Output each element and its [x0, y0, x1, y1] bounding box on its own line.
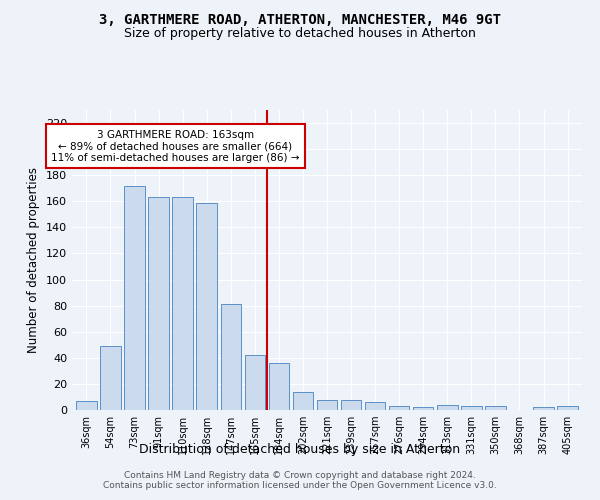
Bar: [124, 186, 145, 410]
Bar: [533, 408, 554, 410]
Bar: [148, 198, 169, 410]
Bar: [245, 355, 265, 410]
Y-axis label: Number of detached properties: Number of detached properties: [28, 167, 40, 353]
Text: 3, GARTHMERE ROAD, ATHERTON, MANCHESTER, M46 9GT: 3, GARTHMERE ROAD, ATHERTON, MANCHESTER,…: [99, 12, 501, 26]
Bar: [557, 406, 578, 410]
Bar: [76, 401, 97, 410]
Bar: [269, 363, 289, 410]
Text: Distribution of detached houses by size in Atherton: Distribution of detached houses by size …: [139, 444, 461, 456]
Bar: [389, 406, 409, 410]
Text: Size of property relative to detached houses in Atherton: Size of property relative to detached ho…: [124, 28, 476, 40]
Bar: [437, 405, 458, 410]
Bar: [485, 406, 506, 410]
Text: Contains HM Land Registry data © Crown copyright and database right 2024.
Contai: Contains HM Land Registry data © Crown c…: [103, 470, 497, 490]
Bar: [413, 408, 433, 410]
Bar: [172, 198, 193, 410]
Bar: [100, 346, 121, 410]
Bar: [317, 400, 337, 410]
Bar: [196, 202, 217, 410]
Bar: [293, 392, 313, 410]
Bar: [341, 400, 361, 410]
Bar: [365, 402, 385, 410]
Bar: [461, 406, 482, 410]
Bar: [221, 304, 241, 410]
Text: 3 GARTHMERE ROAD: 163sqm
← 89% of detached houses are smaller (664)
11% of semi-: 3 GARTHMERE ROAD: 163sqm ← 89% of detach…: [51, 130, 299, 163]
